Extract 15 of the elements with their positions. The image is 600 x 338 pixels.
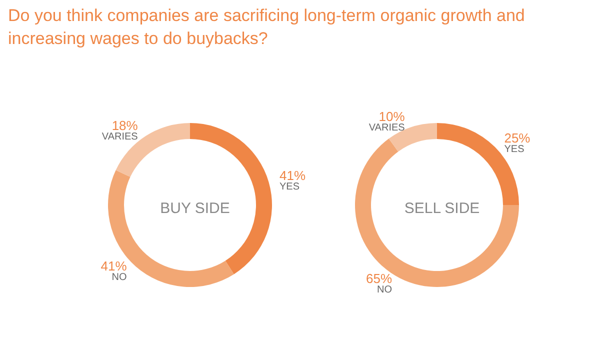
data-label: 65% — [366, 270, 392, 286]
slice-label: YES — [504, 144, 525, 155]
slice-label: VARIES — [368, 122, 406, 134]
data-label: 18% — [112, 118, 138, 134]
data-label: 41% — [280, 168, 306, 183]
text: Do you think companies are sacrificing long-term organic growth and increasing wages to do buybacks? — [8, 5, 526, 50]
data-label: 10% — [378, 108, 406, 124]
text: BUY SIDE — [160, 200, 230, 217]
data-label: 41% — [100, 258, 128, 274]
data-label: 25% — [504, 130, 531, 146]
slice-label: YES — [280, 181, 300, 192]
slice-label: VARIES — [102, 132, 138, 143]
text: SELL SIDE — [404, 200, 480, 217]
slice-label: NO — [377, 284, 392, 296]
slice-label: NO — [112, 272, 128, 284]
